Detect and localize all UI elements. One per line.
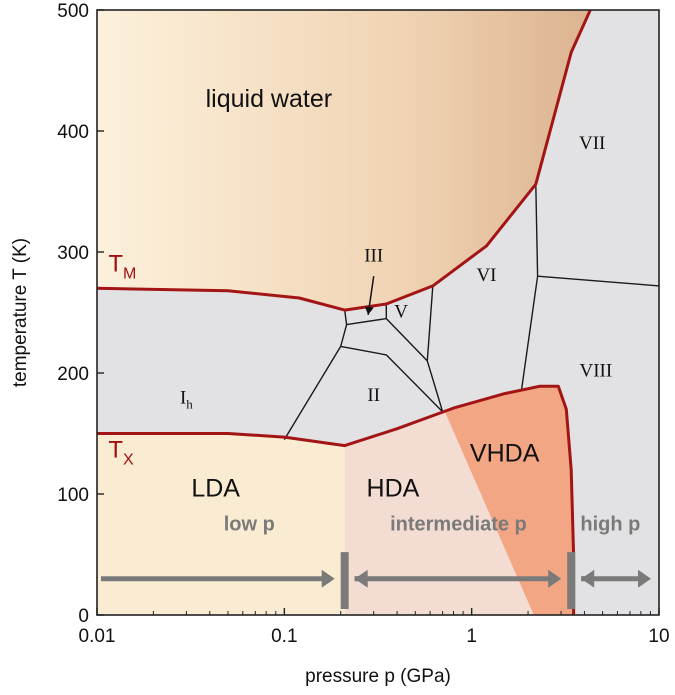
annotation-arrow-head: [364, 306, 374, 315]
curve-t-m: [97, 10, 592, 312]
region-label-hda: HDA: [367, 474, 420, 502]
region-label-liquid-water: liquid water: [206, 85, 332, 113]
region-label-viii: VIII: [579, 361, 612, 382]
range-arrowhead-right-high-p: [638, 569, 651, 588]
range-arrowhead-right-intermediate-p: [548, 569, 562, 588]
y-axis-title: temperature T (K): [10, 238, 31, 387]
x-tick-label-1: 1: [466, 626, 477, 647]
y-tick-label-400: 400: [57, 122, 89, 143]
x-tick-label-0.1: 0.1: [271, 626, 297, 647]
x-tick-label-10: 10: [648, 626, 669, 647]
region-label-v: V: [394, 301, 408, 322]
region-label-ii: II: [367, 385, 380, 406]
liquid-region: [97, 10, 659, 311]
region-label-vii: VII: [579, 133, 605, 154]
range-label-intermediate-p: intermediate p: [390, 513, 527, 535]
y-tick-label-200: 200: [57, 364, 89, 385]
region-label-lda: LDA: [191, 474, 240, 502]
x-axis-title: pressure p (GPa): [305, 666, 451, 687]
vhda-region: [444, 386, 574, 615]
phase-boundary-5: [426, 360, 444, 412]
range-label-low-p: low p: [224, 513, 275, 535]
region-label-vi: VI: [476, 265, 496, 286]
range-label-high-p: high p: [580, 513, 640, 535]
y-tick-label-0: 0: [78, 606, 89, 627]
x-tick-label-0.01: 0.01: [79, 626, 116, 647]
curve-label-t-m: TM: [108, 250, 136, 282]
range-arrowhead-left-intermediate-p: [354, 569, 368, 588]
region-label-iii: III: [364, 246, 383, 267]
region-label-vhda: VHDA: [470, 439, 540, 467]
range-arrowhead-right-low-p: [321, 569, 335, 588]
phase-boundary-7: [521, 276, 539, 389]
curve-t-x: [97, 384, 576, 615]
y-tick-label-100: 100: [57, 485, 89, 506]
phase-boundary-1: [283, 345, 444, 440]
y-tick-label-500: 500: [57, 1, 89, 22]
range-arrowhead-left-high-p: [581, 569, 595, 588]
plot-frame: [96, 9, 660, 616]
y-tick-label-300: 300: [57, 243, 89, 264]
